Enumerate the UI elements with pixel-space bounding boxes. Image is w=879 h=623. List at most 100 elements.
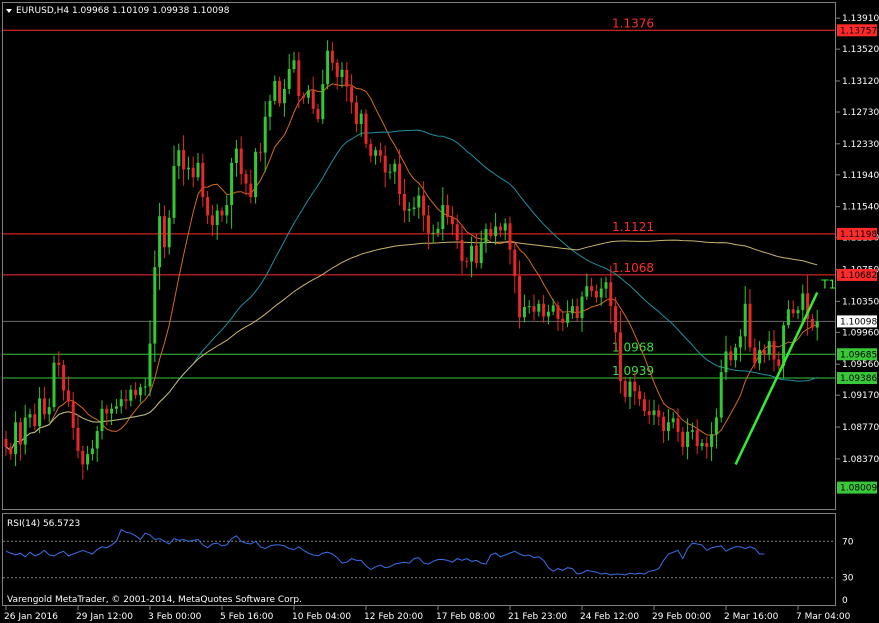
candles [4,40,819,480]
candle-body-70 [340,69,344,77]
candle-body-42 [206,197,210,216]
candle-body-24 [119,399,123,407]
rsi-tick-label-1: 30 [842,574,854,584]
price-tick-label-14: 1.08370 [842,455,879,465]
candle-body-116 [561,318,565,323]
price-tick-label-10: 1.09960 [842,328,879,338]
rsi-tick-label-0: 70 [842,537,854,547]
candle-body-160 [772,341,776,360]
candle-body-148 [714,417,718,435]
price-axis: 1.13910 1.13520 1.13120 1.12730 1.12330 1.119… [836,14,879,494]
candle-body-132 [638,391,642,400]
candle-body-91 [441,205,445,229]
candle-body-8 [42,398,46,415]
candle-body-151 [729,351,733,361]
candle-body-34 [167,217,171,248]
candle-body-11 [57,362,61,365]
candle-body-159 [767,341,771,355]
candle-body-10 [52,362,56,408]
level-label-0: 1.1376 [612,16,654,30]
candle-body-19 [95,431,99,449]
level-tag-3-bg [837,348,877,361]
candle-body-59 [287,69,291,89]
level-tag-3-text: 1.09685 [840,350,877,360]
candle-body-123 [594,291,598,298]
candle-body-135 [652,410,656,416]
candle-body-65 [316,108,320,120]
candle-body-38 [186,167,190,170]
candle-body-51 [249,183,253,198]
level-tag-4-text: 1.09386 [840,374,877,384]
candle-body-27 [134,389,138,396]
trendline-label: T1 [820,278,836,292]
candle-body-119 [575,306,579,319]
candle-body-117 [566,313,570,323]
time-tick-label-6: 17 Feb 08:00 [436,612,495,622]
level-tag-0-bg [837,24,877,37]
candle-body-156 [753,347,757,364]
candle-body-28 [138,387,142,396]
chart-header: EURUSD,H4 1.09968 1.10109 1.09938 1.1009… [16,6,230,16]
rsi-label: RSI(14) 56.5723 [7,519,80,529]
candle-body-26 [129,389,133,401]
candle-body-86 [417,195,421,208]
candle-body-73 [354,102,358,124]
candle-body-106 [513,249,517,276]
candle-body-74 [359,113,363,124]
candle-body-60 [292,60,296,70]
price-tick-label-3: 1.12730 [842,108,879,118]
candle-body-36 [177,150,181,167]
candle-body-90 [436,228,440,233]
rsi-tick-label-2: 0 [842,596,848,606]
candle-body-87 [422,195,426,216]
trendline-group[interactable]: T1 [734,278,837,465]
candle-body-100 [484,228,488,244]
time-tick-label-2: 3 Feb 00:00 [148,612,202,622]
candle-body-153 [738,336,742,348]
candle-body-9 [47,407,51,415]
time-tick-label-4: 10 Feb 04:00 [292,612,351,622]
candle-body-35 [172,166,176,218]
candle-body-99 [479,243,483,264]
time-tick-label-0: 26 Jan 2016 [4,612,58,622]
dropdown-triangle-icon[interactable] [6,9,12,13]
level-label-2: 1.1068 [612,261,654,275]
candle-body-97 [470,245,474,262]
price-tick-label-2: 1.13120 [842,77,879,87]
candle-body-22 [110,408,114,414]
candle-body-0 [4,438,8,447]
candle-body-80 [388,171,392,173]
time-tick-label-9: 29 Feb 00:00 [652,612,711,622]
candle-body-20 [100,408,104,432]
price-tick-label-13: 1.08770 [842,423,879,433]
candle-body-137 [662,416,666,432]
candle-body-126 [609,282,613,307]
candle-body-107 [518,275,522,318]
candle-body-53 [258,151,262,153]
candle-body-108 [522,306,526,318]
candle-body-98 [474,245,478,264]
candle-body-46 [225,205,229,216]
price-tick-label-1: 1.13520 [842,45,879,55]
candle-body-58 [282,88,286,104]
candle-body-150 [724,351,728,373]
candle-body-122 [590,286,594,292]
rsi-indicator: 70 30 0 [3,528,854,606]
candle-body-71 [345,69,349,87]
candle-body-165 [796,310,800,314]
candle-body-140 [676,418,680,432]
level-label-3: 1.0968 [612,340,654,354]
candle-body-143 [690,430,694,432]
candle-body-166 [801,293,805,311]
candle-body-145 [700,442,704,447]
candle-body-13 [66,390,70,402]
candle-body-48 [234,148,238,163]
candle-body-3 [18,422,22,445]
candle-body-64 [311,90,315,109]
ma-long-line [5,239,818,452]
candle-body-69 [335,62,339,77]
candle-body-139 [671,418,675,423]
candle-body-147 [710,434,714,447]
candle-body-169 [815,321,819,328]
trendline-t1[interactable] [734,292,819,465]
